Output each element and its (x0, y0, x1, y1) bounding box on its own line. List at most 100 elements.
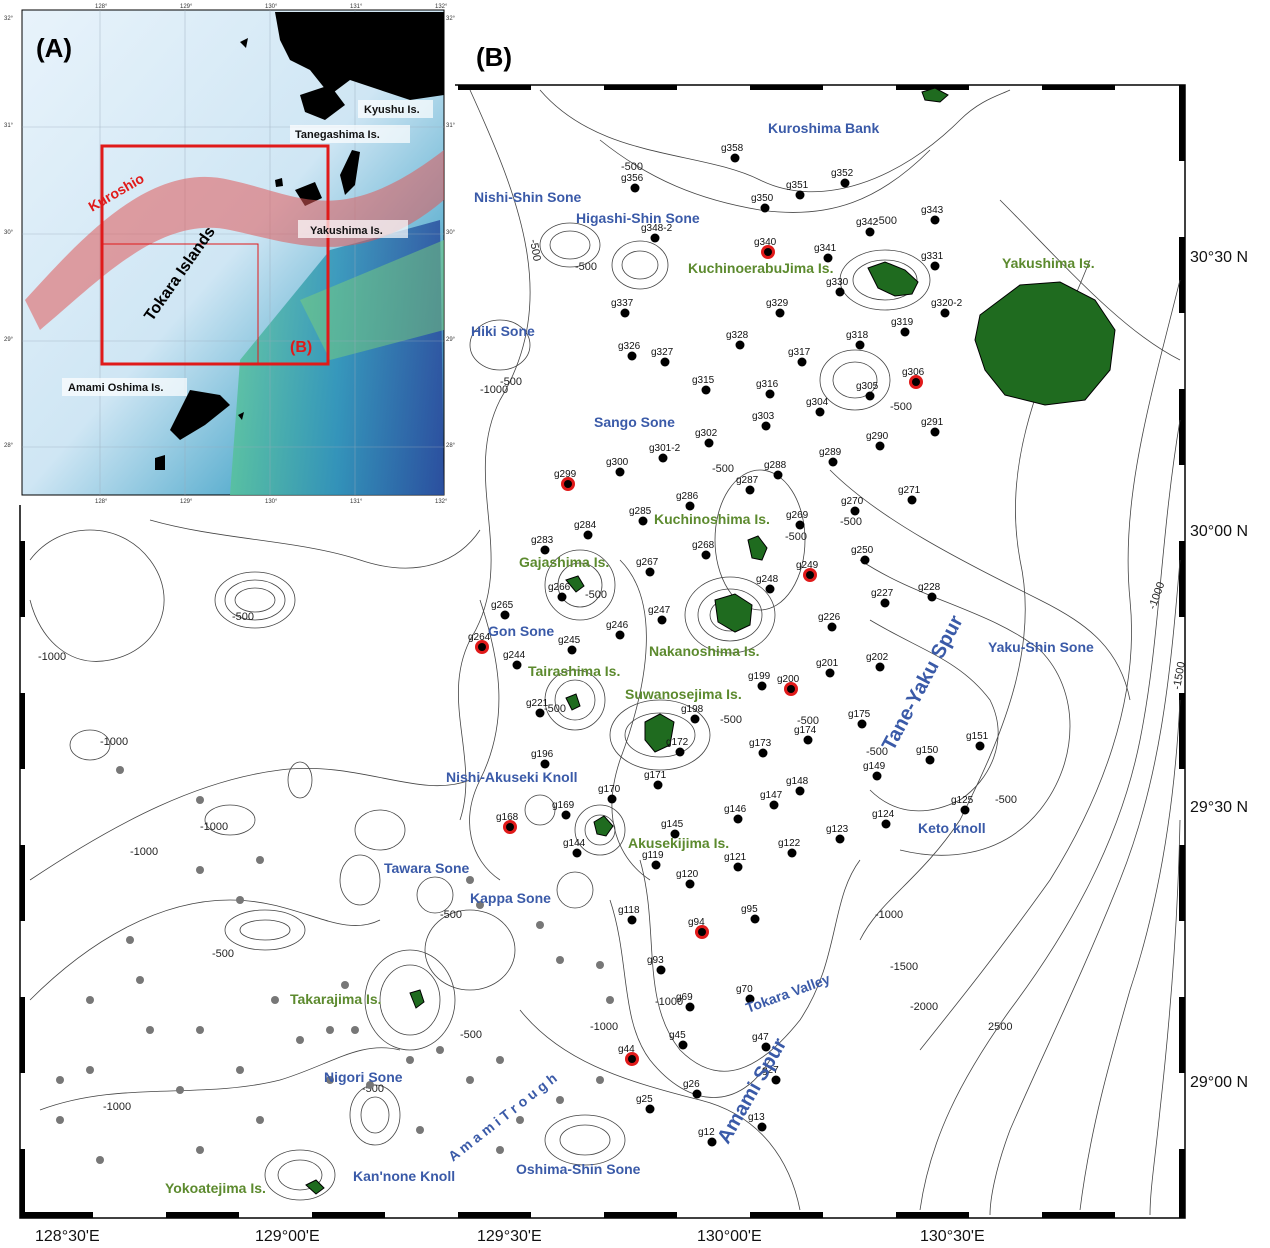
nakanoshima-island (714, 593, 753, 633)
suwanosejima-island (644, 713, 675, 753)
station-g316: g316 (756, 379, 779, 399)
gajashima-label: Gajashima Is. (519, 554, 609, 570)
station-label: g352 (831, 168, 854, 179)
station-g120: g120 (676, 869, 699, 889)
contour-label: -500 (840, 516, 862, 528)
station-g270: g270 (841, 496, 864, 516)
contour-label: -500 (460, 1029, 482, 1041)
station-label: g118 (618, 905, 640, 916)
station-g122: g122 (778, 838, 801, 858)
station-g285: g285 (629, 506, 652, 526)
contour-label: -500 (720, 714, 742, 726)
station-label: g196 (531, 749, 554, 760)
station-label: g12 (698, 1127, 715, 1138)
station-label: g342 (856, 217, 879, 228)
station-g149: g149 (863, 761, 886, 781)
unlabeled-station-dot (256, 1116, 264, 1124)
panel-b-label: (B) (476, 42, 512, 72)
contour-label: -500 (785, 531, 807, 543)
station-g12: g12 (698, 1127, 717, 1147)
station-label: g264 (468, 632, 491, 643)
station-g317: g317 (788, 347, 811, 367)
contour-label: -1000 (655, 996, 683, 1008)
station-label: g350 (751, 193, 774, 204)
contour-label: -1000 (590, 1021, 618, 1033)
unlabeled-station-dot (536, 921, 544, 929)
station-label: g172 (666, 737, 689, 748)
contour-label: -1000 (875, 909, 903, 921)
yokoatejima-island (305, 1179, 325, 1195)
unlabeled-station-dot (341, 981, 349, 989)
station-g94: g94 (688, 917, 709, 939)
unlabeled-station-dot (606, 996, 614, 1004)
station-g150: g150 (916, 745, 939, 765)
station-label: g47 (752, 1032, 769, 1043)
station-g27: g27 (762, 1065, 781, 1085)
station-g302: g302 (695, 428, 718, 448)
station-label: g283 (531, 535, 554, 546)
station-g169: g169 (552, 800, 575, 820)
yakushima-island (974, 281, 1116, 406)
station-label: g328 (726, 330, 749, 341)
station-g327: g327 (651, 347, 674, 367)
station-g200: g200 (777, 674, 800, 696)
contour-label: -1000 (130, 846, 158, 858)
station-label: g267 (636, 557, 659, 568)
unlabeled-station-dot (496, 1056, 504, 1064)
station-label: g144 (563, 838, 586, 849)
unlabeled-station-dot (136, 976, 144, 984)
island-labels: KuchinoerabuJima Is. Yakushima Is. Kuchino… (165, 255, 1095, 1196)
station-g198: g198 (681, 704, 704, 724)
station-g248: g248 (756, 574, 779, 594)
station-label: g169 (552, 800, 575, 811)
station-label: g124 (872, 809, 895, 820)
station-g284: g284 (574, 520, 597, 540)
lon-axis-label: 130°30'E (920, 1228, 985, 1245)
kuchinoerabujima-label: KuchinoerabuJima Is. (688, 260, 833, 276)
station-g358: g358 (721, 143, 744, 163)
lat-axis-label: 29°30 N (1190, 799, 1248, 816)
station-label: g45 (669, 1030, 686, 1041)
station-label: g318 (846, 330, 869, 341)
station-label: g27 (762, 1065, 779, 1076)
station-g93: g93 (647, 955, 666, 975)
station-label: g315 (692, 375, 715, 386)
unlabeled-station-dot (126, 936, 134, 944)
contour-label: -500 (212, 948, 234, 960)
station-g173: g173 (749, 738, 772, 758)
station-label: g168 (496, 812, 519, 823)
station-g283: g283 (531, 535, 554, 555)
station-label: g175 (848, 709, 871, 720)
station-g26: g26 (683, 1079, 702, 1099)
station-label: g228 (918, 582, 941, 593)
hiki-sone-label: Hiki Sone (471, 323, 535, 339)
unlabeled-station-dot (176, 1086, 184, 1094)
oshima-shin-sone-label: Oshima-Shin Sone (516, 1161, 641, 1177)
station-label: g246 (606, 620, 629, 631)
station-g318: g318 (846, 330, 869, 350)
station-g342: g342 (856, 217, 879, 237)
higashi-shin-sone-label: Higashi-Shin Sone (576, 210, 700, 226)
station-label: g288 (764, 460, 787, 471)
inset-lat-tick: 31° (4, 123, 14, 129)
panel-a-label: (A) (36, 33, 72, 63)
inset-kyushu-label: Kyushu Is. (364, 104, 420, 116)
akusekijima-island (593, 815, 614, 837)
station-g171: g171 (644, 770, 667, 790)
lat-axis-label: 30°30 N (1190, 249, 1248, 266)
station-g246: g246 (606, 620, 629, 640)
station-label: g201 (816, 658, 839, 669)
inset-lat-tick: 32° (4, 16, 14, 22)
station-g118: g118 (618, 905, 640, 925)
station-g144: g144 (563, 838, 586, 858)
station-label: g329 (766, 298, 789, 309)
unlabeled-station-dot (596, 961, 604, 969)
contour-label: -1000 (200, 821, 228, 833)
gon-sone-label: Gon Sone (488, 623, 554, 639)
lon-axis-label: 129°00'E (255, 1228, 320, 1245)
contour-label: -500 (797, 715, 819, 727)
station-label: g145 (661, 819, 684, 830)
station-label: g268 (692, 540, 715, 551)
station-label: g270 (841, 496, 864, 507)
